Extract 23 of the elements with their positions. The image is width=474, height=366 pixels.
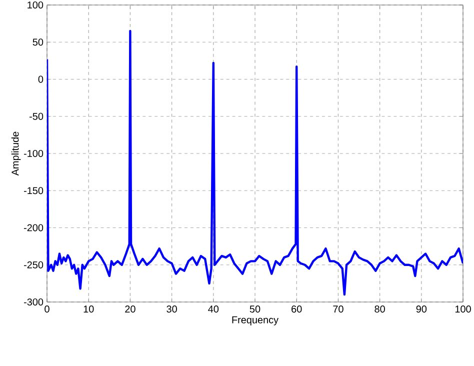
x-tick-label: 60 — [292, 306, 302, 313]
y-tick-label: -200 — [24, 224, 44, 232]
x-tick-label: 70 — [333, 306, 344, 313]
y-tick-label: 100 — [28, 1, 44, 9]
y-tick-label: -50 — [30, 112, 44, 120]
y-axis-title: Amplitude — [11, 132, 21, 176]
y-tick-label: -100 — [24, 150, 44, 158]
y-tick-label: -150 — [24, 187, 44, 194]
x-tick-label: 100 — [455, 306, 471, 313]
y-tick-label: 50 — [32, 38, 44, 46]
x-tick-label: 50 — [250, 306, 260, 313]
x-tick-label: 10 — [84, 306, 94, 313]
x-tick-label: 80 — [374, 306, 385, 313]
x-axis-title: Frequency — [232, 316, 279, 326]
x-tick-label: 30 — [166, 306, 177, 313]
y-tick-label: -250 — [24, 261, 44, 268]
x-tick-label: 0 — [44, 306, 50, 313]
x-tick-label: 90 — [416, 306, 427, 313]
x-tick-label: 40 — [208, 306, 219, 313]
line-series — [47, 30, 464, 296]
y-tick-label: -300 — [24, 298, 44, 306]
y-tick-label: 0 — [38, 76, 44, 83]
x-tick-label: 20 — [125, 306, 136, 313]
